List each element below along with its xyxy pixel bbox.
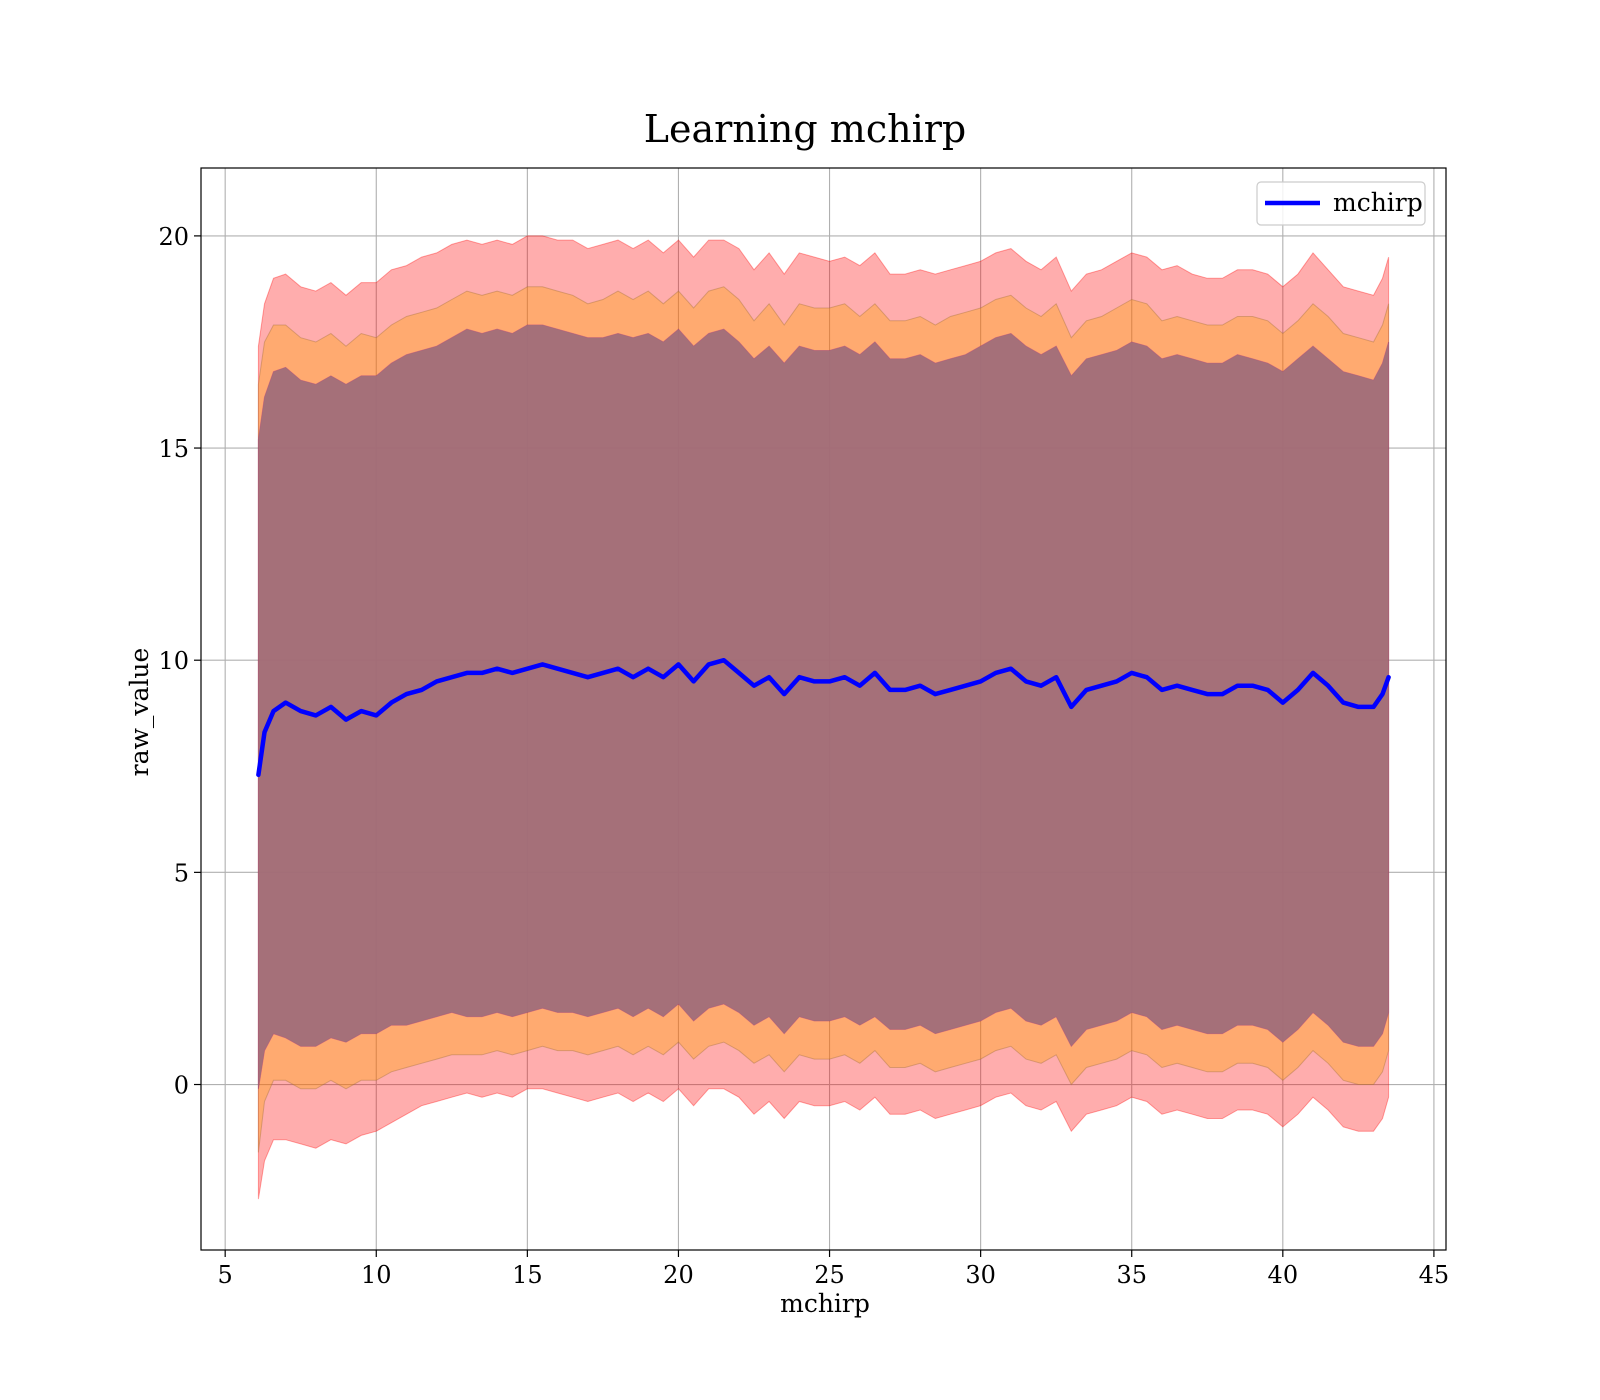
legend-box [1256, 181, 1426, 226]
x-tick-label: 25 [814, 1261, 845, 1289]
x-tick-label: 20 [663, 1261, 694, 1289]
x-tick-label: 10 [361, 1261, 392, 1289]
x-axis-label: mchirp [780, 1289, 870, 1318]
x-tick-label: 5 [218, 1261, 233, 1289]
series-lines [256, 657, 1391, 778]
y-tick-label: 20 [158, 223, 189, 251]
y-tick-label: 0 [174, 1072, 189, 1100]
axis-ticks: 5 10 15 20 25 30 35 40 45 0 5 10 15 20 [158, 223, 1449, 1289]
y-axis-label: raw_value [125, 648, 154, 777]
chart-title: Learning mchirp [644, 107, 966, 151]
plot-area: 5 10 15 20 25 30 35 40 45 0 5 10 15 20 [158, 167, 1449, 1289]
series-line-mchirp [256, 657, 1391, 778]
confidence-bands [257, 235, 1390, 1200]
x-tick-label: 30 [965, 1261, 996, 1289]
x-tick-label: 40 [1268, 1261, 1299, 1289]
x-tick-label: 15 [512, 1261, 543, 1289]
legend: mchirp [1256, 181, 1426, 226]
x-tick-label: 45 [1419, 1261, 1450, 1289]
band-core-fill [258, 325, 1389, 1089]
y-tick-label: 5 [174, 859, 189, 887]
y-tick-label: 15 [158, 435, 189, 463]
axes-frame [200, 167, 1447, 1251]
y-tick-label: 10 [158, 647, 189, 675]
x-tick-label: 35 [1116, 1261, 1147, 1289]
legend-label-mchirp: mchirp [1333, 188, 1423, 217]
